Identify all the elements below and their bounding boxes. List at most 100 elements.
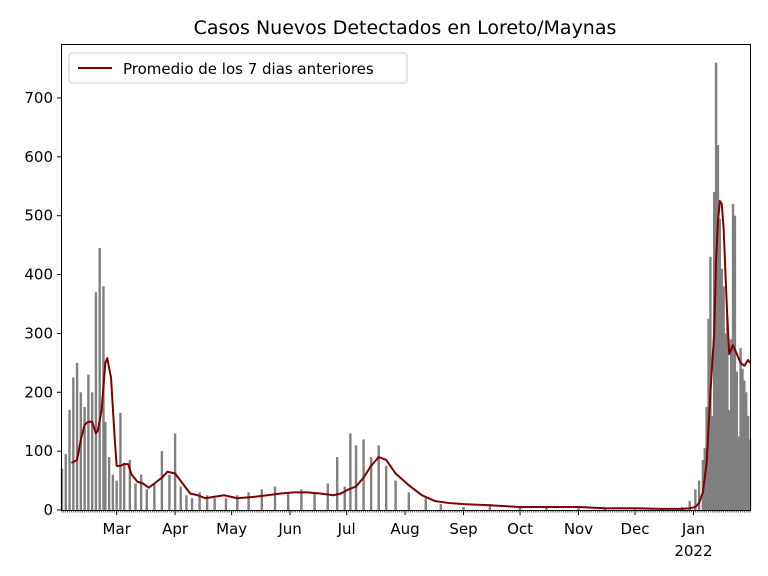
bar	[518, 507, 522, 510]
bar	[107, 457, 111, 510]
bar	[190, 498, 194, 510]
bar	[300, 489, 303, 510]
y-tick-label: 0	[43, 501, 53, 519]
bar	[260, 489, 263, 510]
x-tick-label: Nov	[564, 520, 593, 538]
plot-frame	[61, 44, 751, 511]
bar	[247, 492, 250, 510]
y-tick-label: 100	[24, 442, 53, 460]
bar	[545, 507, 548, 510]
bar	[134, 483, 137, 510]
bar	[119, 412, 122, 510]
bar	[145, 489, 149, 510]
bar	[737, 436, 740, 510]
bar	[633, 508, 637, 510]
bar	[716, 145, 720, 510]
x-tick-year-label: 2022	[674, 542, 712, 560]
bar	[733, 215, 737, 510]
bar	[87, 374, 90, 510]
bar	[173, 433, 177, 510]
bar	[83, 406, 86, 510]
x-tick-label: May	[216, 520, 247, 538]
bar	[104, 421, 107, 510]
bar	[349, 433, 352, 510]
bar	[712, 192, 716, 510]
bar	[394, 480, 397, 510]
bar	[198, 492, 201, 510]
bar	[90, 392, 94, 510]
bar	[439, 504, 443, 510]
bar	[577, 508, 580, 510]
bar	[354, 445, 358, 510]
axis-layer: 0 100 200 300 400 500 600 700 Mar Apr May Jun Jul Aug…	[24, 89, 751, 560]
bar	[72, 377, 75, 510]
bar	[385, 465, 388, 510]
chart-title: Casos Nuevos Detectados en Loreto/Maynas	[194, 17, 617, 39]
bar	[694, 489, 697, 510]
y-tick-label: 500	[24, 207, 53, 225]
bar	[424, 498, 427, 510]
y-tick-label: 300	[24, 324, 53, 342]
bar	[377, 445, 380, 510]
bar	[313, 492, 316, 510]
bar	[722, 286, 725, 510]
bar	[128, 459, 132, 510]
bar	[68, 409, 71, 510]
bar	[343, 486, 346, 510]
x-tick-label: Jul	[337, 520, 356, 538]
x-tick-label: Dec	[621, 520, 650, 538]
legend-label: Promedio de los 7 dias anteriores	[123, 60, 374, 78]
bar	[94, 292, 98, 510]
bar	[139, 474, 143, 510]
x-tick-label: Apr	[162, 520, 189, 538]
bar	[746, 415, 750, 510]
bar	[213, 498, 216, 510]
bar	[362, 439, 365, 510]
bar	[273, 486, 277, 510]
line-layer	[70, 199, 751, 510]
bar	[729, 339, 733, 510]
y-tick-label: 400	[24, 266, 53, 284]
bar	[326, 483, 329, 510]
bar	[79, 392, 83, 510]
legend: Promedio de los 7 dias anteriores	[68, 52, 408, 84]
bar	[369, 457, 373, 510]
bar	[697, 480, 701, 510]
bar	[743, 380, 746, 510]
bar	[726, 315, 729, 510]
bar	[224, 498, 228, 510]
bar	[205, 495, 209, 510]
bar	[407, 492, 411, 510]
y-tick-label: 700	[24, 89, 53, 107]
bar	[741, 368, 744, 510]
x-tick-label: Sep	[449, 520, 477, 538]
x-tick-label: Oct	[507, 520, 533, 538]
y-tick-label: 200	[24, 383, 53, 401]
bar	[718, 218, 722, 510]
bar	[286, 492, 290, 510]
bar	[745, 392, 748, 510]
bar	[720, 268, 723, 510]
bar	[462, 507, 465, 510]
bar	[731, 203, 735, 511]
bar	[336, 457, 339, 510]
legend-box	[68, 52, 408, 84]
x-tick-label: Jun	[277, 520, 301, 538]
bar	[185, 495, 188, 510]
bar	[123, 462, 126, 510]
bar	[111, 474, 115, 510]
bar	[488, 504, 492, 510]
x-tick-label: Aug	[390, 520, 419, 538]
bar	[688, 501, 691, 510]
bar	[724, 333, 727, 510]
bar	[168, 474, 171, 510]
bar	[98, 248, 101, 510]
bar	[236, 495, 239, 510]
bar	[160, 451, 164, 510]
bar	[179, 486, 182, 510]
x-tick-label: Jan	[681, 520, 705, 538]
bar	[711, 415, 714, 510]
bar	[64, 454, 67, 510]
